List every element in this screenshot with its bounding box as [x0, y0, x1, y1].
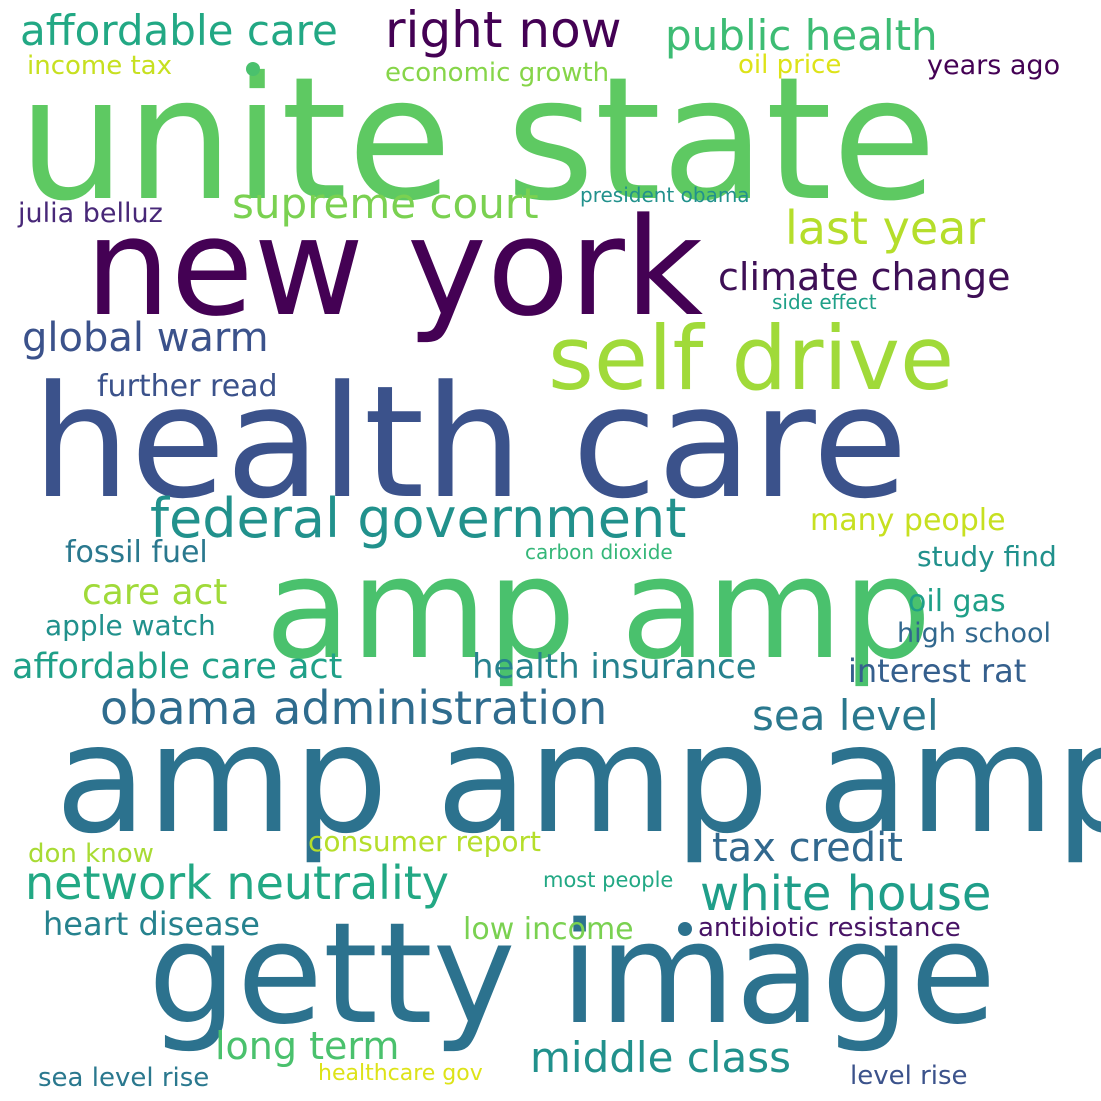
word-president-obama: president obama — [580, 183, 750, 207]
word-healthcare-gov: healthcare gov — [318, 1061, 483, 1086]
word-antibiotic-resistance: antibiotic resistance — [698, 913, 961, 943]
word-study-find: study find — [917, 540, 1057, 573]
word-getty-image: getty image — [148, 893, 997, 1056]
word-unite-state: unite state — [18, 41, 937, 239]
dot-mark — [246, 62, 260, 76]
word-many-people: many people — [810, 503, 1006, 538]
dot-mark — [678, 922, 692, 936]
word-apple-watch: apple watch — [45, 609, 216, 642]
word-amp-amp: amp amp — [265, 528, 932, 691]
word-supreme-court: supreme court — [232, 179, 539, 228]
word-long-term: long term — [215, 1024, 400, 1068]
word-tax-credit: tax credit — [712, 825, 903, 871]
word-health-care: health care — [32, 352, 908, 533]
word-high-school: high school — [897, 618, 1052, 649]
word-amp-amp-amp: amp amp amp — [55, 693, 1101, 867]
word-economic-growth: economic growth — [385, 58, 610, 88]
word-further-read: further read — [97, 369, 278, 404]
word-obama-administration: obama administration — [100, 681, 608, 735]
word-carbon-dioxide: carbon dioxide — [525, 540, 673, 564]
word-sea-level-rise: sea level rise — [38, 1063, 210, 1093]
word-interest-rat: interest rat — [848, 652, 1027, 690]
word-last-year: last year — [785, 201, 986, 255]
word-sea-level: sea level — [752, 691, 939, 740]
word-affordable-care: affordable care — [20, 6, 338, 55]
word-middle-class: middle class — [530, 1033, 792, 1082]
word-federal-government: federal government — [150, 487, 687, 550]
word-consumer-report: consumer report — [308, 825, 542, 858]
word-self-drive: self drive — [548, 307, 955, 410]
word-most-people: most people — [543, 868, 674, 892]
word-don-know: don know — [28, 839, 154, 869]
word-low-income: low income — [463, 912, 634, 947]
word-public-health: public health — [665, 11, 938, 60]
word-oil-gas: oil gas — [908, 584, 1006, 619]
word-right-now: right now — [385, 1, 622, 59]
word-level-rise: level rise — [850, 1061, 968, 1091]
word-global-warm: global warm — [22, 315, 269, 361]
word-income-tax: income tax — [27, 51, 173, 81]
word-heart-disease: heart disease — [43, 905, 260, 943]
word-network-neutrality: network neutrality — [25, 856, 449, 910]
word-julia-belluz: julia belluz — [18, 198, 163, 229]
word-side-effect: side effect — [772, 290, 877, 314]
word-oil-price: oil price — [738, 50, 842, 80]
word-affordable-care-act: affordable care act — [12, 647, 343, 687]
word-white-house: white house — [700, 866, 992, 922]
word-fossil-fuel: fossil fuel — [65, 535, 208, 570]
word-years-ago: years ago — [927, 50, 1061, 81]
word-care-act: care act — [82, 572, 228, 613]
word-climate-change: climate change — [718, 255, 1011, 299]
word-new-york: new york — [85, 189, 704, 346]
word-health-insurance: health insurance — [472, 647, 757, 687]
